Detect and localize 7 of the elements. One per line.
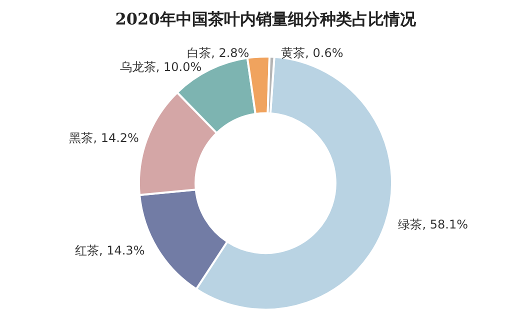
chart-title: 2020年中国茶叶内销量细分种类占比情况 xyxy=(115,10,417,28)
slice-label: 红茶, 14.3% xyxy=(74,244,145,258)
slice-label: 黑茶, 14.2% xyxy=(69,131,139,146)
slice-label: 绿茶, 58.1% xyxy=(398,218,468,232)
slice-label: 白茶, 2.8% xyxy=(187,46,250,60)
slice-label: 乌龙茶, 10.0% xyxy=(120,60,202,74)
slice-label: 黄茶, 0.6% xyxy=(281,46,344,60)
